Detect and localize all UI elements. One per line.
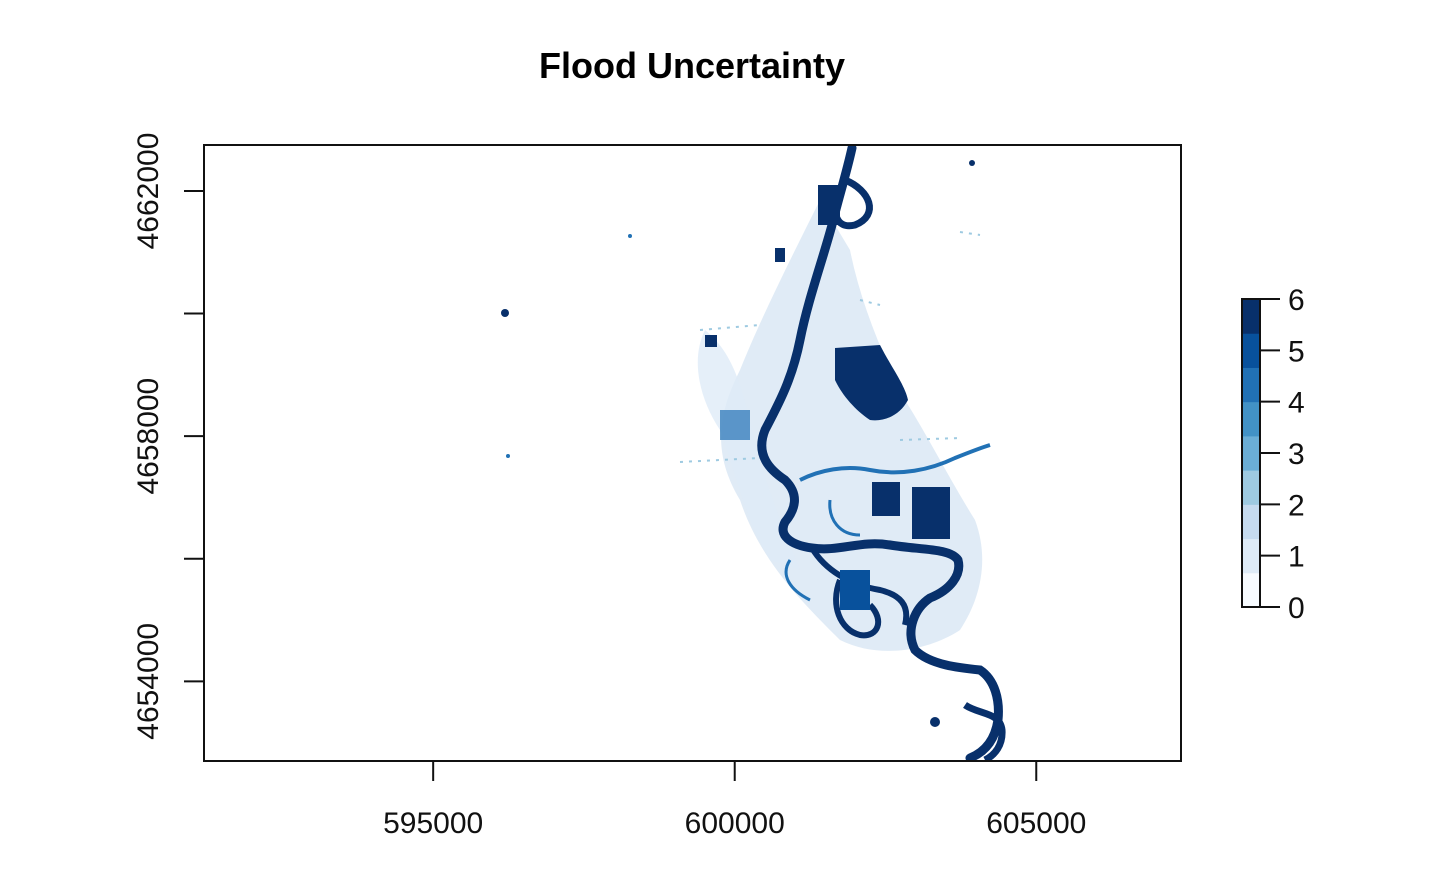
flooded-block-7 bbox=[775, 248, 785, 262]
x-tick-label: 595000 bbox=[383, 807, 483, 840]
legend-tick-label: 4 bbox=[1288, 387, 1305, 420]
legend-tick-label: 0 bbox=[1288, 592, 1305, 625]
flood-raster bbox=[501, 145, 1006, 761]
flooded-patch-5 bbox=[506, 454, 510, 458]
flooded-block-4 bbox=[840, 570, 870, 610]
flooded-patch-3 bbox=[501, 309, 509, 317]
legend-tick-label: 1 bbox=[1288, 541, 1305, 574]
plot-frame bbox=[203, 144, 1182, 762]
legend-swatch bbox=[1242, 538, 1260, 574]
legend-swatch bbox=[1242, 435, 1260, 471]
y-axis: 4662000 4658000 4654000 bbox=[132, 133, 204, 740]
legend-swatch bbox=[1242, 572, 1260, 608]
flooded-block-6 bbox=[705, 335, 717, 347]
flooded-patch-2 bbox=[969, 160, 975, 166]
legend-swatch bbox=[1242, 401, 1260, 437]
flooded-patch bbox=[930, 717, 940, 727]
y-tick-label: 4658000 bbox=[132, 378, 165, 495]
x-tick-label: 605000 bbox=[986, 807, 1086, 840]
flooded-block-2 bbox=[872, 482, 900, 516]
river-channel bbox=[757, 145, 1003, 761]
x-tick-label: 600000 bbox=[685, 807, 785, 840]
flooded-patch-4 bbox=[628, 234, 632, 238]
river-south-loop bbox=[833, 578, 882, 639]
river-tail bbox=[963, 701, 1006, 761]
scatter-light bbox=[679, 231, 981, 463]
y-tick-label: 4662000 bbox=[132, 133, 165, 250]
legend-swatch bbox=[1242, 333, 1260, 368]
floodplain-halo-west bbox=[697, 330, 800, 570]
river-branch bbox=[809, 546, 910, 626]
y-tick-label: 4654000 bbox=[132, 623, 165, 740]
river-branch-2 bbox=[799, 443, 991, 482]
legend-swatch bbox=[1242, 367, 1260, 403]
x-axis: 595000 600000 605000 bbox=[383, 761, 1086, 840]
river-branch-3 bbox=[784, 499, 861, 602]
legend-swatch bbox=[1242, 299, 1260, 334]
legend-swatch bbox=[1242, 470, 1260, 505]
legend-tick-label: 2 bbox=[1288, 489, 1305, 522]
flooded-block-east bbox=[835, 345, 908, 421]
legend-tick-label: 3 bbox=[1288, 438, 1305, 471]
legend-swatch bbox=[1242, 504, 1260, 540]
map-title: Flood Uncertainty bbox=[539, 45, 845, 86]
legend: 6 5 4 3 2 1 0 bbox=[1241, 284, 1305, 625]
flooded-block-1 bbox=[912, 487, 950, 539]
flooded-block-3 bbox=[818, 185, 840, 225]
legend-tick-label: 6 bbox=[1288, 284, 1305, 317]
legend-tick-label: 5 bbox=[1288, 335, 1305, 368]
flooded-block-5 bbox=[720, 410, 750, 440]
